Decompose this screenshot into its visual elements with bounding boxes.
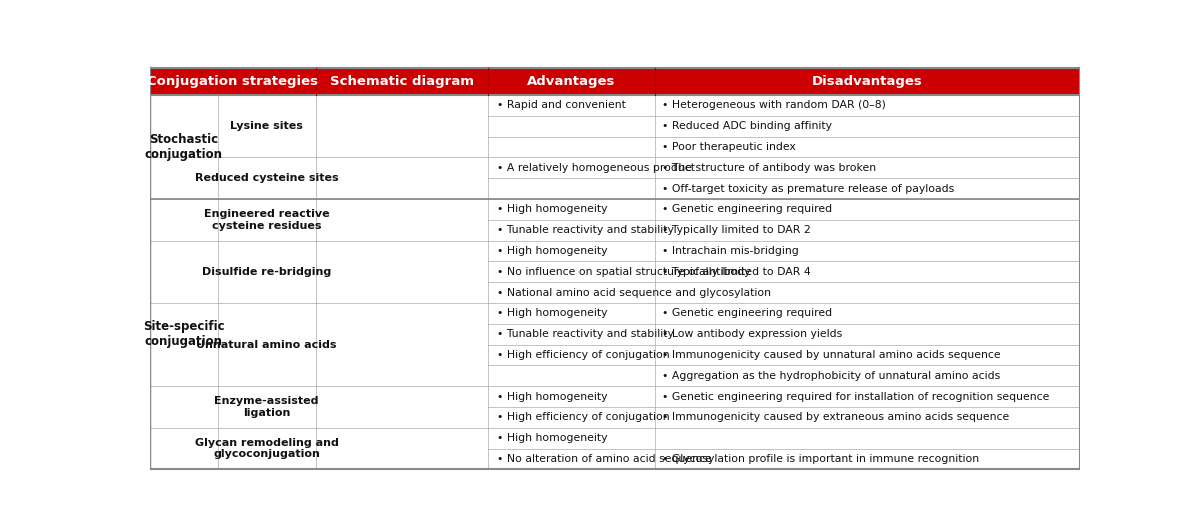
Text: Engineered reactive
cysteine residues: Engineered reactive cysteine residues [204,209,330,230]
FancyBboxPatch shape [150,95,218,199]
Text: Conjugation strategies: Conjugation strategies [148,75,318,88]
Text: • Genetic engineering required: • Genetic engineering required [662,309,833,318]
Text: Reduced cysteine sites: Reduced cysteine sites [194,173,338,183]
Text: • A relatively homogeneous product: • A relatively homogeneous product [497,163,695,173]
Text: • Tunable reactivity and stability: • Tunable reactivity and stability [497,225,673,235]
Text: • National amino acid sequence and glycosylation: • National amino acid sequence and glyco… [497,288,770,297]
FancyBboxPatch shape [150,199,1080,240]
Text: • High efficiency of conjugation: • High efficiency of conjugation [497,350,670,360]
Text: Stochastic
conjugation: Stochastic conjugation [145,133,223,161]
Text: • Typically limited to DAR 4: • Typically limited to DAR 4 [662,267,811,277]
Text: • High homogeneity: • High homogeneity [497,246,607,256]
Text: • No influence on spatial structure of antibody: • No influence on spatial structure of a… [497,267,750,277]
Text: Lysine sites: Lysine sites [230,121,304,131]
Text: • High homogeneity: • High homogeneity [497,204,607,214]
FancyBboxPatch shape [150,68,316,95]
Text: • Genetic engineering required for installation of recognition sequence: • Genetic engineering required for insta… [662,392,1050,402]
Text: • Tunable reactivity and stability: • Tunable reactivity and stability [497,329,673,339]
Text: • High homogeneity: • High homogeneity [497,392,607,402]
Text: • Immunogenicity caused by unnatural amino acids sequence: • Immunogenicity caused by unnatural ami… [662,350,1001,360]
Text: Unnatural amino acids: Unnatural amino acids [197,339,337,350]
FancyBboxPatch shape [150,199,218,469]
Text: Disulfide re-bridging: Disulfide re-bridging [202,267,331,277]
Text: • No alteration of amino acid sequence: • No alteration of amino acid sequence [497,454,712,464]
FancyBboxPatch shape [655,68,1080,95]
Text: • Genetic engineering required: • Genetic engineering required [662,204,833,214]
Text: • The structure of antibody was broken: • The structure of antibody was broken [662,163,876,173]
Text: Schematic diagram: Schematic diagram [330,75,474,88]
Text: Advantages: Advantages [527,75,616,88]
Text: • Glycosylation profile is important in immune recognition: • Glycosylation profile is important in … [662,454,979,464]
Text: Disadvantages: Disadvantages [812,75,923,88]
Text: • Off-target toxicity as premature release of payloads: • Off-target toxicity as premature relea… [662,184,955,194]
Text: • High efficiency of conjugation: • High efficiency of conjugation [497,412,670,422]
Text: • High homogeneity: • High homogeneity [497,309,607,318]
Text: • Typically limited to DAR 2: • Typically limited to DAR 2 [662,225,811,235]
Text: • Low antibody expression yields: • Low antibody expression yields [662,329,842,339]
Text: • Reduced ADC binding affinity: • Reduced ADC binding affinity [662,121,833,131]
Text: • Intrachain mis-bridging: • Intrachain mis-bridging [662,246,799,256]
Text: Enzyme-assisted
ligation: Enzyme-assisted ligation [215,396,319,418]
FancyBboxPatch shape [487,68,655,95]
Text: • Immunogenicity caused by extraneous amino acids sequence: • Immunogenicity caused by extraneous am… [662,412,1009,422]
Text: Site-specific
conjugation: Site-specific conjugation [143,320,224,348]
Text: Glycan remodeling and
glycoconjugation: Glycan remodeling and glycoconjugation [194,438,338,459]
FancyBboxPatch shape [150,428,1080,469]
Text: • Rapid and convenient: • Rapid and convenient [497,101,625,110]
FancyBboxPatch shape [316,68,487,95]
Text: • Aggregation as the hydrophobicity of unnatural amino acids: • Aggregation as the hydrophobicity of u… [662,371,1001,381]
FancyBboxPatch shape [150,303,1080,386]
FancyBboxPatch shape [150,386,1080,428]
Text: • High homogeneity: • High homogeneity [497,433,607,443]
Text: • Heterogeneous with random DAR (0–8): • Heterogeneous with random DAR (0–8) [662,101,887,110]
Text: • Poor therapeutic index: • Poor therapeutic index [662,142,796,152]
FancyBboxPatch shape [150,240,1080,303]
FancyBboxPatch shape [150,95,1080,157]
FancyBboxPatch shape [150,157,1080,199]
